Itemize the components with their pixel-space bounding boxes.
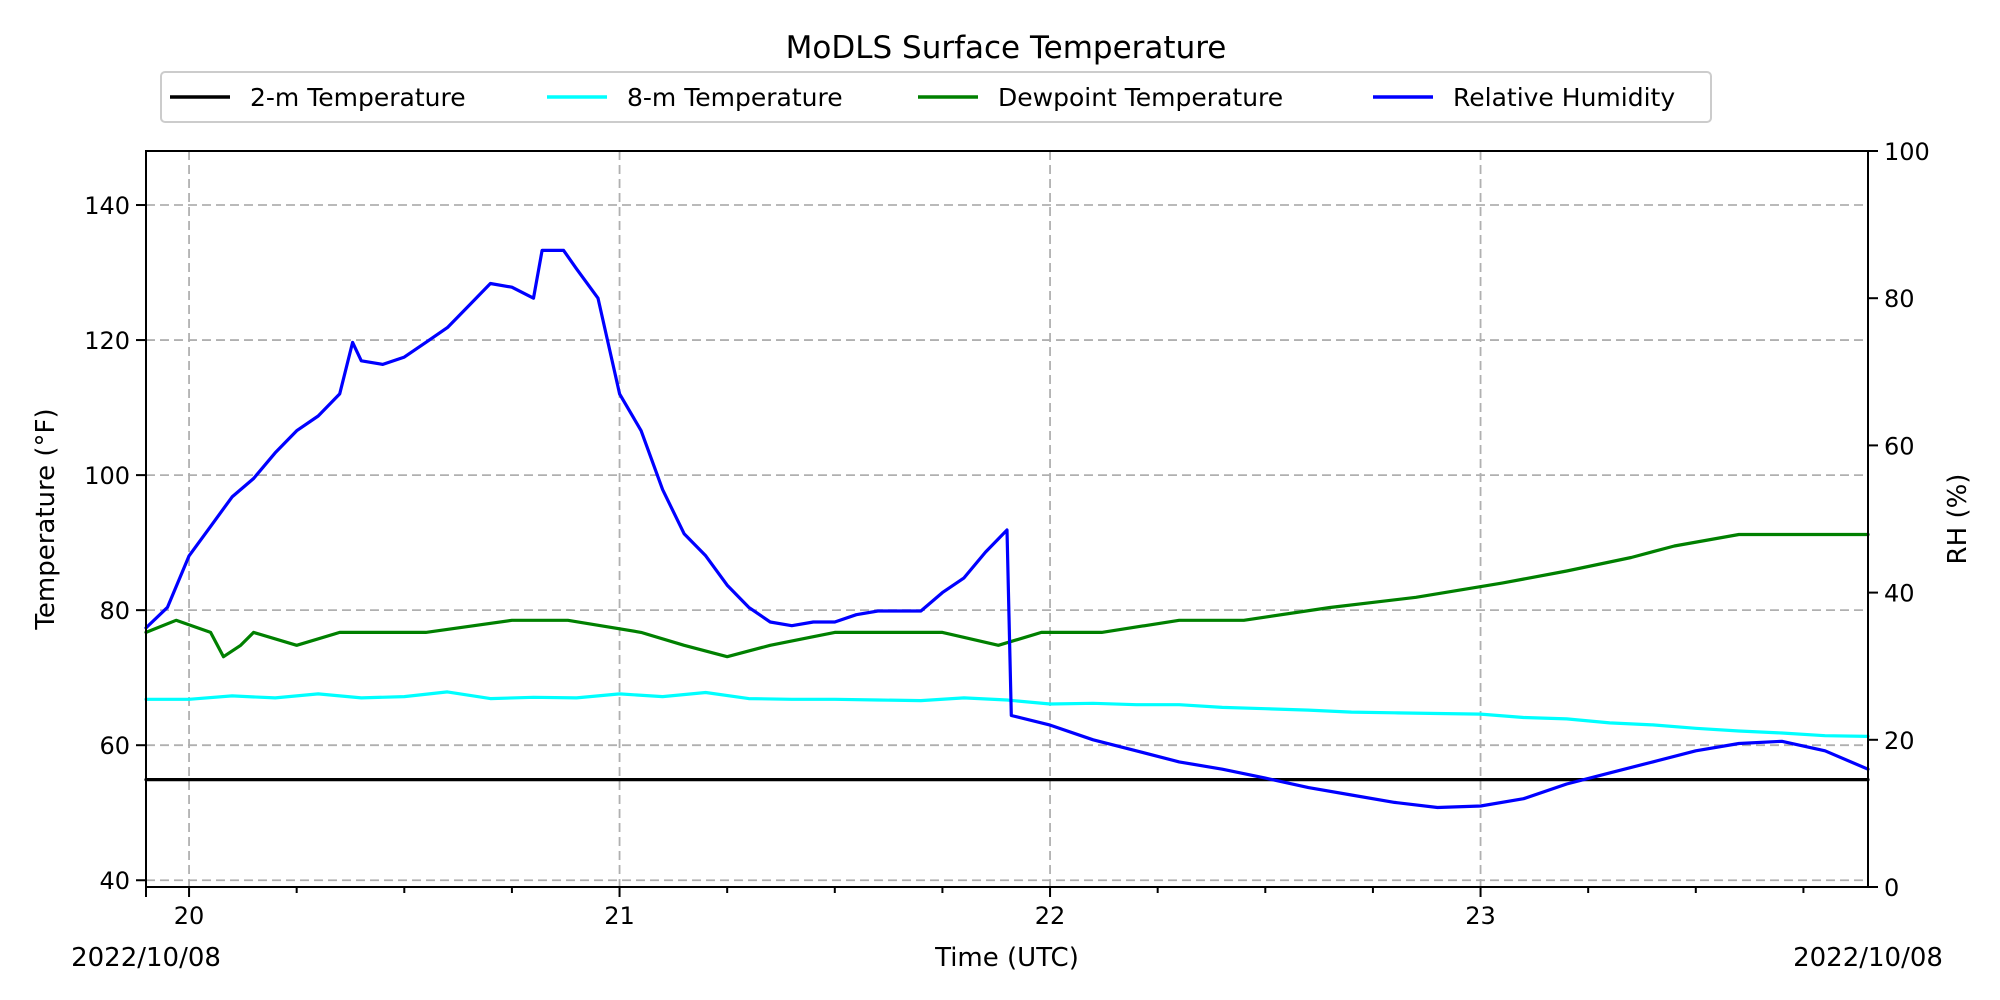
axes: 20 21 22 23 40 60 80 100 120 140 0 20 40 60 80 100	[84, 138, 1930, 930]
y-tick-label: 40	[99, 867, 130, 895]
y2-tick-label: 60	[1884, 432, 1915, 460]
x-axis-label: Time (UTC)	[934, 943, 1079, 973]
y2-tick-label: 40	[1884, 580, 1915, 608]
x-tick-label: 23	[1465, 902, 1496, 930]
series-line-8-m-temperature	[144, 690, 1870, 739]
y-tick-label: 60	[99, 732, 130, 760]
plot-frame	[145, 150, 1869, 888]
series-line-relative-humidity	[144, 248, 1870, 810]
x-tick-label: 22	[1035, 902, 1066, 930]
y2-tick-label: 80	[1884, 285, 1915, 313]
grid	[146, 151, 1868, 887]
y-tick-label: 80	[99, 597, 130, 625]
y-axis-label: Temperature (°F)	[31, 408, 61, 630]
x-tick-label: 21	[604, 902, 635, 930]
legend-label: Relative Humidity	[1453, 83, 1675, 112]
x-tick-label: 20	[174, 902, 205, 930]
y2-tick-label: 0	[1884, 874, 1899, 902]
y-tick-label: 100	[84, 462, 130, 490]
legend-label: 8-m Temperature	[627, 83, 843, 112]
y2-tick-label: 100	[1884, 138, 1930, 166]
series-layer	[144, 248, 1870, 810]
y-tick-label: 140	[84, 192, 130, 220]
date-label-left: 2022/10/08	[71, 943, 221, 973]
y-tick-label: 120	[84, 327, 130, 355]
y2-tick-label: 20	[1884, 727, 1915, 755]
legend-label: Dewpoint Temperature	[998, 83, 1283, 112]
legend-label: 2-m Temperature	[250, 83, 466, 112]
chart-title: MoDLS Surface Temperature	[786, 30, 1227, 66]
y2-axis-label: RH (%)	[1943, 474, 1973, 565]
date-label-right: 2022/10/08	[1793, 943, 1943, 973]
legend: 2-m Temperature 8-m Temperature Dewpoint T…	[160, 71, 1712, 123]
series-line-dewpoint-temperature	[144, 532, 1870, 659]
